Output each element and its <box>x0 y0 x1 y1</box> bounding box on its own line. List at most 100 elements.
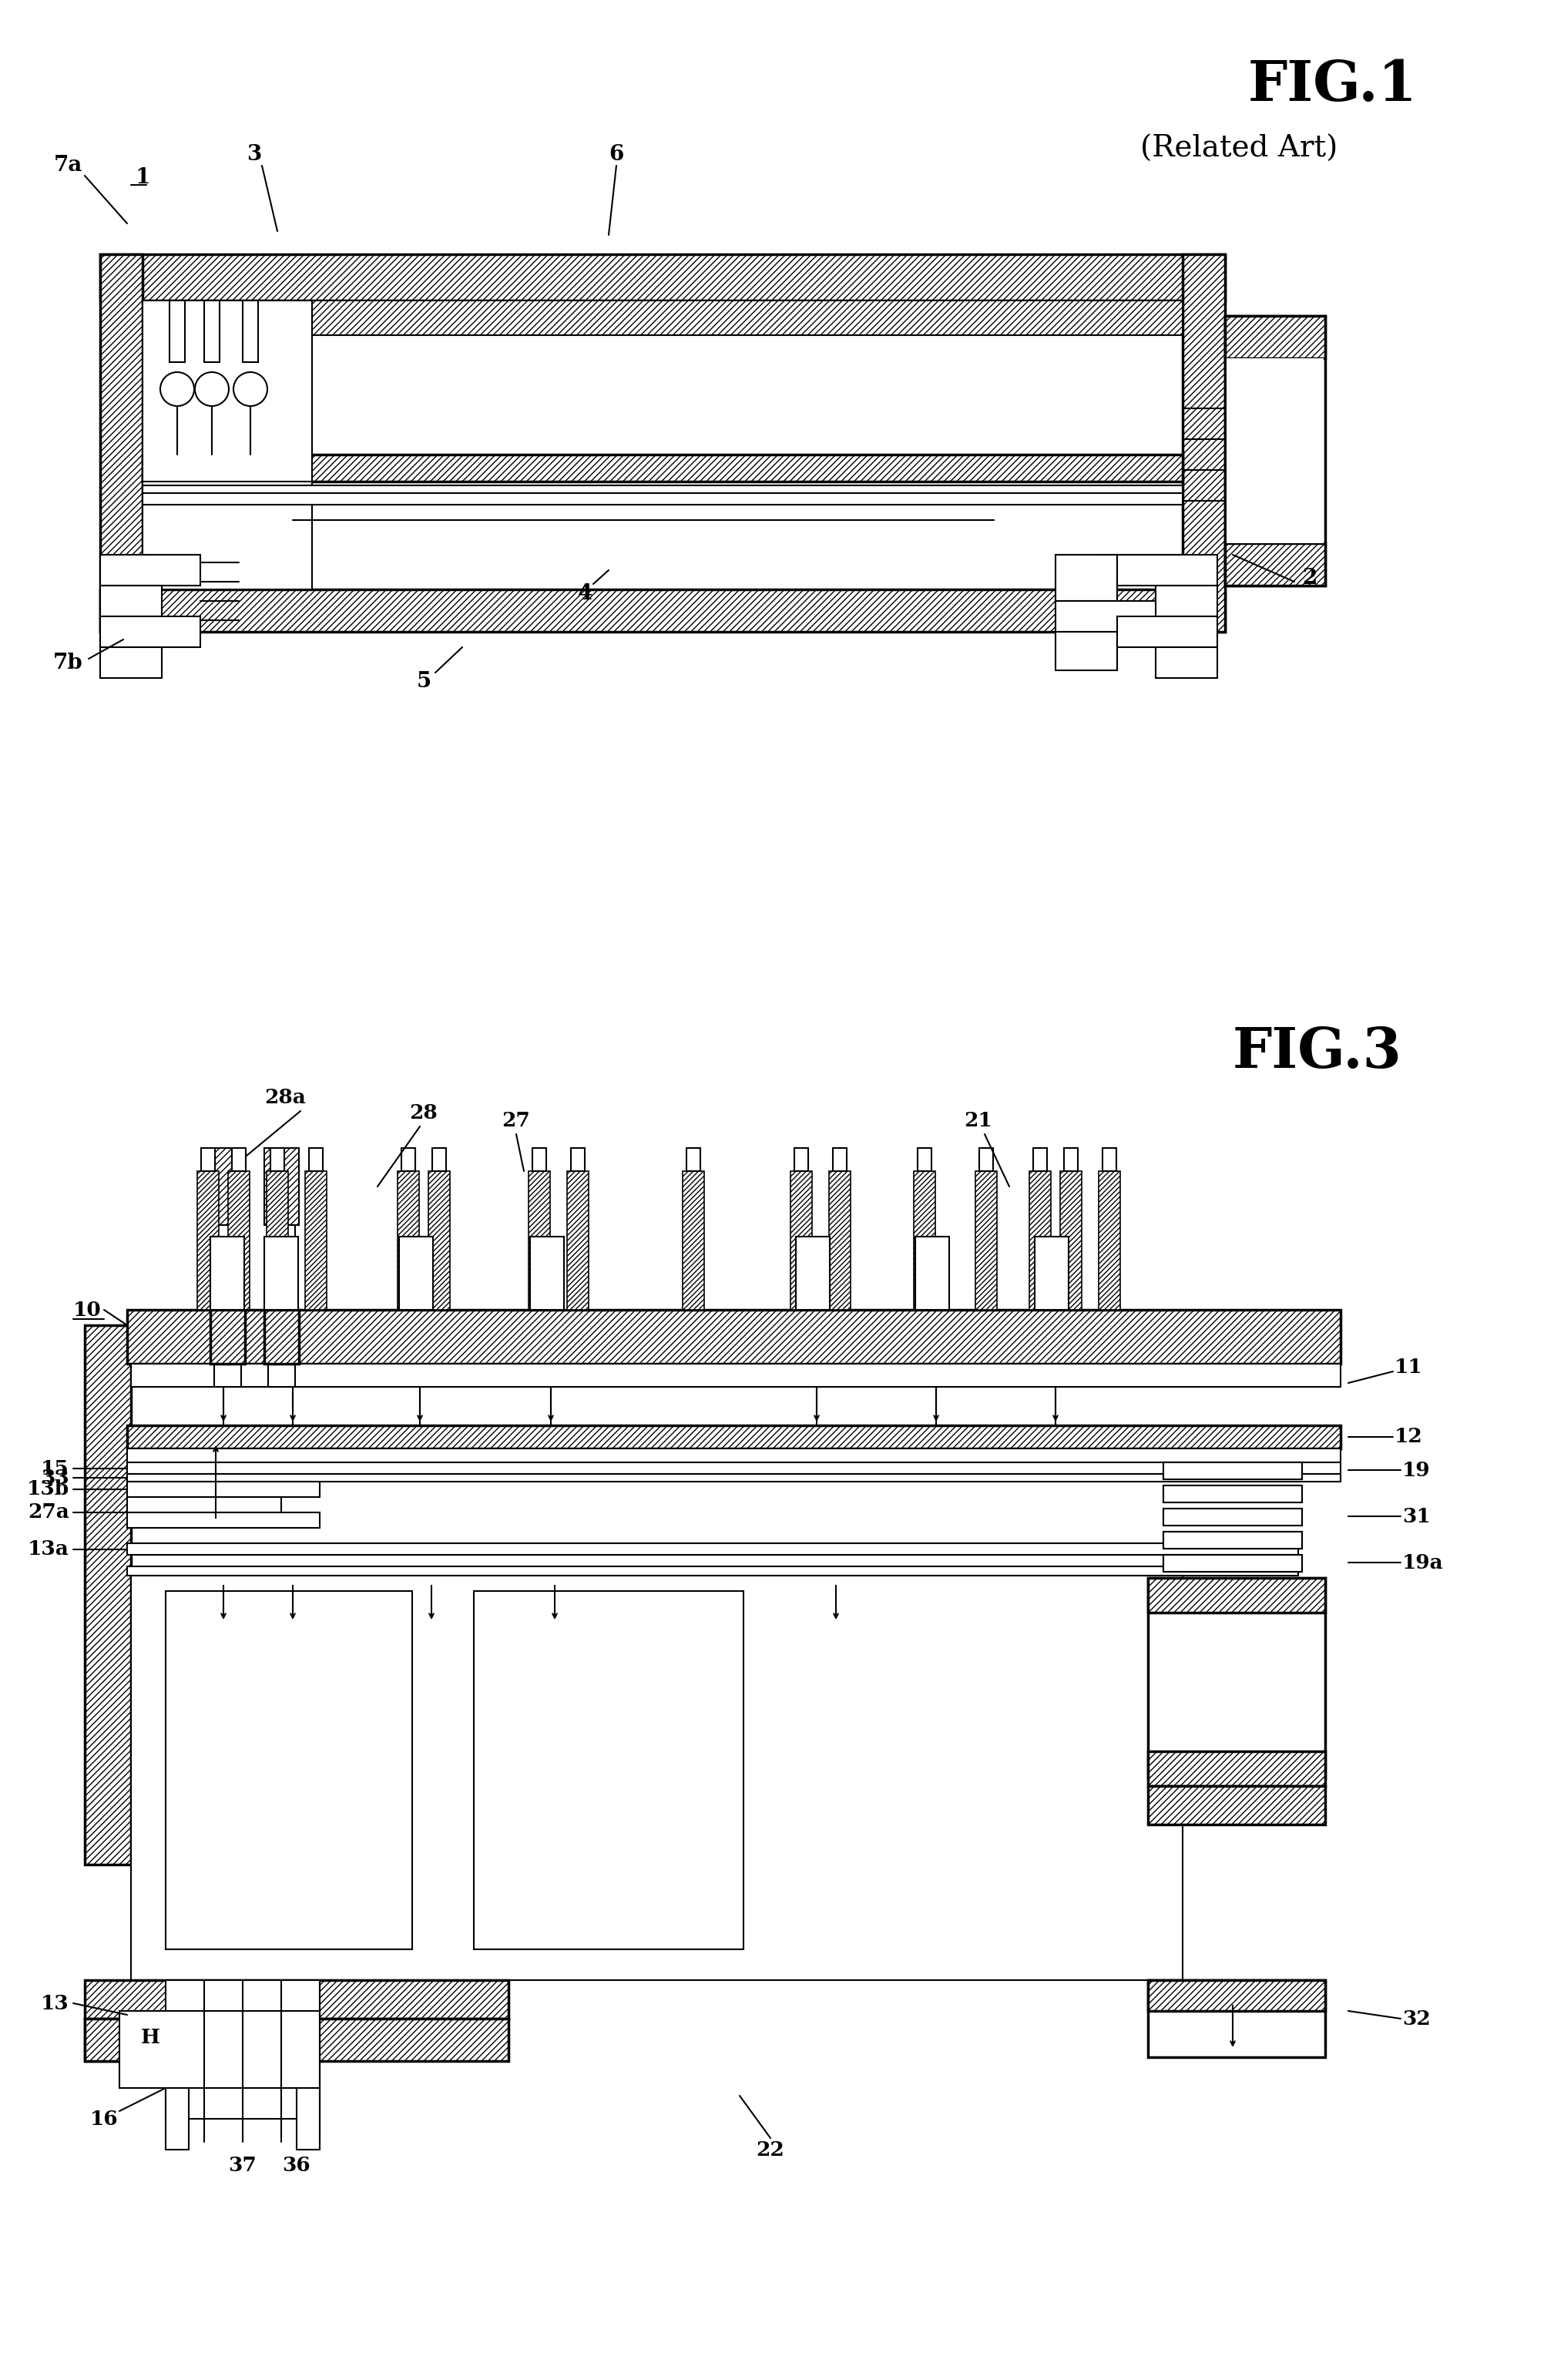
Bar <box>1225 317 1325 585</box>
Bar <box>918 1147 932 1171</box>
Bar <box>127 1542 1298 1554</box>
Text: 28: 28 <box>410 1104 438 1123</box>
Bar <box>127 1566 1298 1576</box>
Bar <box>834 1147 846 1171</box>
Bar <box>979 1147 993 1171</box>
Bar <box>432 1147 446 1171</box>
Bar <box>1148 1980 1325 2011</box>
Text: 27: 27 <box>502 1111 530 1130</box>
Bar <box>310 1147 322 1171</box>
Text: 19: 19 <box>1403 1461 1431 1480</box>
Text: 27a: 27a <box>28 1502 69 1523</box>
Bar <box>1164 1533 1303 1549</box>
Bar <box>242 300 258 362</box>
Bar <box>84 1980 508 2018</box>
Bar <box>210 1147 246 1226</box>
Bar <box>1148 1578 1325 1778</box>
Bar <box>266 1171 288 1309</box>
Bar <box>228 1171 250 1309</box>
Bar <box>264 1238 299 1309</box>
Bar <box>1156 647 1217 678</box>
Bar <box>1056 602 1179 631</box>
Bar <box>127 1426 1340 1449</box>
Bar <box>214 1226 241 1388</box>
Bar <box>127 1449 1340 1461</box>
Bar <box>127 1511 319 1528</box>
Text: 16: 16 <box>89 2109 119 2128</box>
Bar <box>1182 255 1225 631</box>
Bar <box>1164 1485 1303 1502</box>
Bar <box>127 1309 1340 1364</box>
Text: 31: 31 <box>1403 1507 1431 1526</box>
Bar <box>166 1980 319 2118</box>
Text: (Related Art): (Related Art) <box>1140 136 1337 164</box>
Bar <box>210 1309 246 1364</box>
Bar <box>1148 1752 1325 1785</box>
Text: 11: 11 <box>1395 1359 1423 1378</box>
Bar <box>205 300 219 362</box>
Bar <box>1060 1171 1082 1309</box>
Text: 2: 2 <box>1303 566 1317 588</box>
Bar <box>397 1171 419 1309</box>
Bar <box>169 300 185 362</box>
Bar <box>127 1497 282 1511</box>
Text: 15: 15 <box>41 1459 69 1478</box>
Bar <box>1164 1461 1303 1480</box>
Bar <box>795 1147 809 1171</box>
Bar <box>100 555 200 585</box>
Bar <box>100 590 1225 631</box>
Bar <box>1225 543 1325 585</box>
Bar <box>197 1171 219 1309</box>
Bar <box>529 1171 551 1309</box>
Text: 36: 36 <box>283 2156 311 2175</box>
Bar <box>1103 1147 1117 1171</box>
Text: 33: 33 <box>41 1468 69 1488</box>
Bar <box>166 1592 413 1949</box>
Bar <box>142 486 1182 505</box>
Bar <box>1098 1171 1120 1309</box>
Bar <box>913 1171 935 1309</box>
Bar <box>142 455 1182 481</box>
Bar <box>127 1461 1340 1473</box>
Bar <box>267 1226 296 1388</box>
Text: H: H <box>141 2028 160 2047</box>
Text: 22: 22 <box>757 2140 785 2159</box>
Bar <box>131 1364 1340 1388</box>
Bar <box>1164 1533 1303 1549</box>
Bar <box>100 647 161 678</box>
Text: 1: 1 <box>135 167 150 188</box>
Bar <box>796 1238 830 1309</box>
Bar <box>264 1309 299 1364</box>
Bar <box>1034 1147 1046 1171</box>
Bar <box>530 1238 565 1309</box>
Bar <box>571 1147 585 1171</box>
Bar <box>1148 1785 1325 1825</box>
Bar <box>829 1171 851 1309</box>
Bar <box>687 1147 701 1171</box>
Bar <box>127 1483 319 1497</box>
Bar <box>84 2018 508 2061</box>
Text: 13a: 13a <box>28 1540 69 1559</box>
Bar <box>100 616 200 647</box>
Bar <box>305 1171 327 1309</box>
Bar <box>976 1171 996 1309</box>
Text: 7a: 7a <box>53 155 83 176</box>
Bar <box>1148 1578 1325 1614</box>
Bar <box>402 1147 416 1171</box>
Bar <box>210 1238 244 1309</box>
Bar <box>1029 1171 1051 1309</box>
Bar <box>790 1171 812 1309</box>
Text: 13: 13 <box>41 1994 69 2013</box>
Bar <box>399 1238 433 1309</box>
Bar <box>271 1147 285 1171</box>
Text: 4: 4 <box>579 583 593 605</box>
Bar <box>84 1326 131 1864</box>
Bar <box>1225 317 1325 359</box>
Text: 10: 10 <box>74 1299 102 1319</box>
Bar <box>1056 631 1117 671</box>
Bar <box>100 255 1225 300</box>
Bar <box>1117 616 1217 647</box>
Text: 3: 3 <box>247 143 261 164</box>
Text: 32: 32 <box>1403 2009 1431 2028</box>
Bar <box>1164 1509 1303 1526</box>
